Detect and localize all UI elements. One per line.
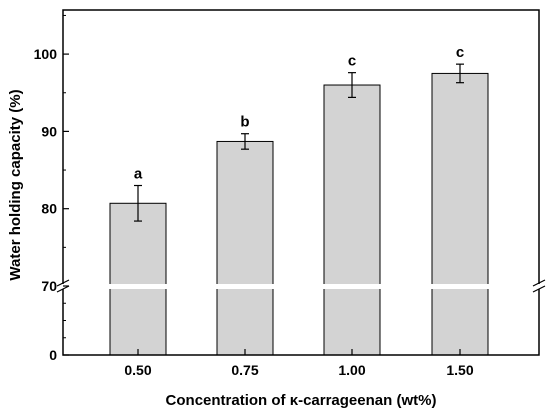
x-tick-label: 0.50: [124, 362, 151, 378]
bar: [431, 72, 489, 356]
axis-break-band: [55, 284, 547, 289]
axis-break-mark-left-bottom: [56, 285, 70, 293]
bar: [109, 202, 167, 356]
x-tick-label: 1.00: [338, 362, 365, 378]
y-tick-label: 90: [41, 123, 57, 139]
y-tick-label: 0: [49, 347, 57, 363]
x-tick-label: 0.75: [231, 362, 258, 378]
x-tick-label: 1.50: [446, 362, 473, 378]
axis-break-gap-right: [536, 284, 542, 289]
significance-letter: b: [240, 114, 249, 131]
significance-letter: c: [348, 53, 356, 70]
axis-break-mark-right-bottom: [532, 285, 546, 293]
y-tick-label: 100: [34, 46, 58, 62]
y-axis-title: Water holding capacity (%): [7, 89, 24, 280]
plot-area: a 0.50 b 0.75 c 1.00 c 1.50 0 70 80 90 100: [34, 9, 547, 378]
axis-break-mark-left-top: [56, 279, 70, 287]
significance-letter: a: [134, 166, 143, 183]
x-axis-title: Concentration of κ-carrageenan (wt%): [166, 392, 437, 409]
axis-break-mark-right-top: [532, 279, 546, 287]
bar: [216, 140, 274, 356]
y-tick-label: 80: [41, 201, 57, 217]
y-tick-label: 70: [41, 278, 57, 294]
significance-letter: c: [456, 44, 464, 61]
bar: [323, 84, 381, 356]
plot-frame: [62, 9, 540, 356]
